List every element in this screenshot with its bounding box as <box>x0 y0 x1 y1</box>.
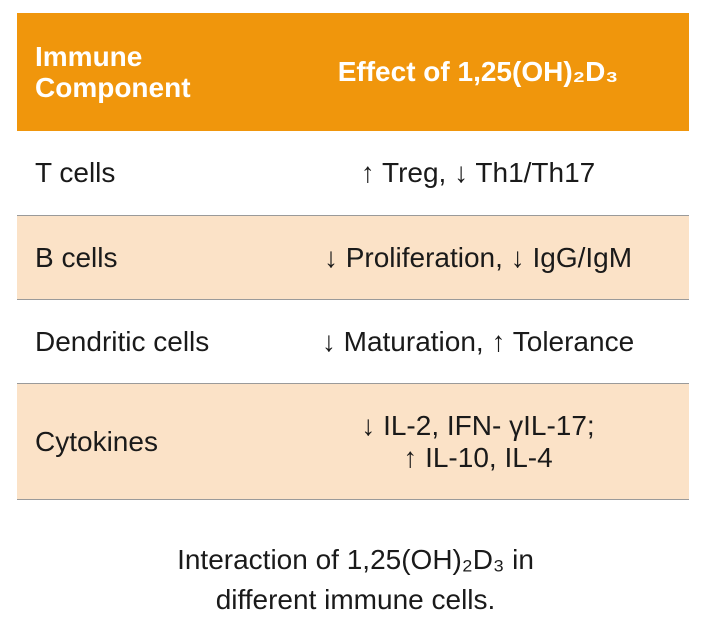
row-effect: ↑ Treg, ↓ Th1/Th17 <box>275 157 689 189</box>
table-row: Cytokines ↓ IL-2, IFN- γIL-17; ↑ IL-10, … <box>17 384 689 500</box>
caption-line-2: different immune cells. <box>215 584 496 615</box>
table-row: T cells ↑ Treg, ↓ Th1/Th17 <box>17 131 689 216</box>
table-row: Dendritic cells ↓ Maturation, ↑ Toleranc… <box>17 300 689 384</box>
row-effect: ↓ IL-2, IFN- γIL-17; ↑ IL-10, IL-4 <box>275 410 689 474</box>
header-left-line-1: Immune <box>35 41 143 72</box>
row-effect-line: ↓ Maturation, ↑ Tolerance <box>321 325 635 357</box>
figure-caption: Interaction of 1,25(OH)₂D₃ in different … <box>0 540 711 620</box>
row-effect: ↓ Maturation, ↑ Tolerance <box>275 326 689 358</box>
row-effect: ↓ Proliferation, ↓ IgG/IgM <box>275 242 689 274</box>
row-component: T cells <box>35 157 116 188</box>
immune-effects-table: Immune Component Effect of 1,25(OH)₂D₃ T… <box>17 13 689 500</box>
row-effect-line: ↓ IL-2, IFN- γIL-17; <box>361 409 595 441</box>
caption-line-1: Interaction of 1,25(OH)₂D₃ in <box>177 544 534 575</box>
table-header-row: Immune Component Effect of 1,25(OH)₂D₃ <box>17 13 689 131</box>
header-immune-component: Immune Component <box>17 41 275 103</box>
row-effect-line: ↓ Proliferation, ↓ IgG/IgM <box>323 241 633 273</box>
row-effect-line: ↑ Treg, ↓ Th1/Th17 <box>360 157 596 188</box>
row-component: Cytokines <box>35 425 158 457</box>
header-left-line-2: Component <box>35 72 191 103</box>
row-component: B cells <box>35 241 118 273</box>
table-row: B cells ↓ Proliferation, ↓ IgG/IgM <box>17 216 689 300</box>
row-component: Dendritic cells <box>35 325 210 357</box>
header-effect: Effect of 1,25(OH)₂D₃ <box>337 56 619 87</box>
row-effect-line: ↑ IL-10, IL-4 <box>403 441 553 473</box>
